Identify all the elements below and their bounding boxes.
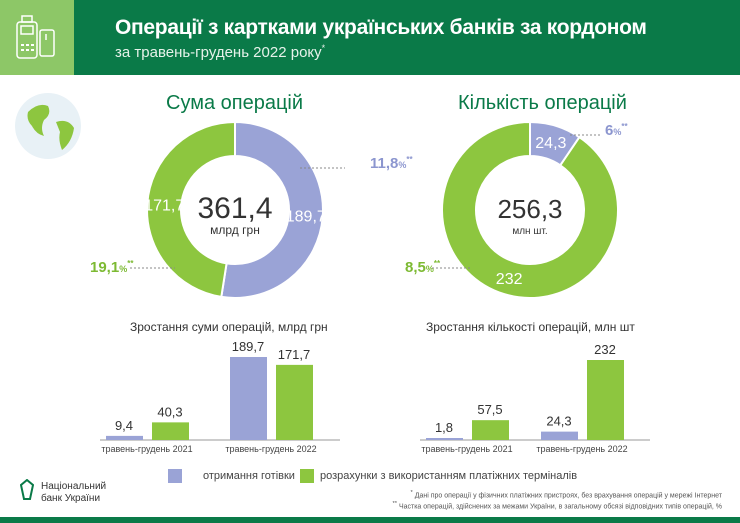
note-text: Частка операцій, здійснених за межами Ук… [398,503,722,511]
bar-cash [426,438,463,440]
logo-line1: Національний [41,481,107,492]
legend-swatch-cash [168,469,182,483]
note-mark: * [410,490,413,496]
x-tick-label: травень-грудень 2021 [421,444,512,454]
footnote-2: ** Частка операцій, здійснених за межами… [392,501,722,510]
bar-charts: 9,4 40,3 травень-грудень 2021 189,7 171,7 тра… [100,339,650,454]
donut-unit: млн шт. [512,226,547,237]
header-icon-panel [0,0,74,75]
donut-hole [183,158,287,262]
bar-value-label: 1,8 [435,420,453,435]
subtitle-text: за травень-грудень 2022 року [115,44,322,61]
bar-cash [106,435,143,440]
bar-chart-title-count: Зростання кількості операцій, млн шт [426,320,635,334]
share-value: 19,1%** [90,259,134,276]
nbu-logo-text: Національний банк України [41,481,106,505]
bar-terminals [152,422,189,440]
donut-segment-terminals [441,120,619,299]
share-value: 8,5%** [405,259,441,276]
segment-label: 232 [496,271,523,288]
bar-value-label: 57,5 [477,402,502,417]
donut-total: 256,3 [497,194,562,224]
nbu-logo-icon [20,479,34,500]
donut-segment-cash [220,120,324,299]
donut-total: 361,4 [197,192,272,225]
legend-label-cash: отримання готівки [203,470,295,482]
segment-label: 189,7 [286,209,326,226]
bar-value-label: 171,7 [278,347,311,362]
bar-cash [541,431,578,440]
logo-line2: банк України [41,493,101,504]
bar-terminals [472,420,509,440]
pos-terminal-card-icon [16,15,55,59]
donut-title-sum: Сума операцій [166,92,304,114]
bar-value-label: 232 [594,342,616,357]
header-bar [0,0,740,75]
legend-swatch-terminals [300,469,314,483]
donut-segment-terminals [146,120,236,299]
bar-terminals [276,364,313,440]
share-value: 11,8%** [370,155,414,172]
globe-icon [15,93,81,159]
bar-value-label: 9,4 [115,418,133,433]
x-tick-label: травень-грудень 2022 [536,444,627,454]
bar-value-label: 24,3 [546,414,571,429]
note-text: Дані про операції у фізичних платіжних п… [414,492,722,500]
x-tick-label: травень-грудень 2022 [225,444,316,454]
bar-chart-title-sum: Зростання суми операцій, млрд грн [130,320,328,334]
note-mark: ** [392,501,397,507]
bar-value-label: 189,7 [232,339,265,354]
legend-label-terminals: розрахунки з використанням платіжних тер… [320,470,578,482]
donut-title-count: Кількість операцій [458,92,627,114]
segment-label: 171,7 [144,197,184,214]
footer-bar [0,517,740,523]
bar-cash [230,357,267,440]
footnote-1: * Дані про операції у фізичних платіжних… [411,490,722,499]
segment-label: 24,3 [535,135,566,152]
donut-unit: млрд грн [210,223,260,237]
share-value: 6%** [605,122,628,139]
bar-value-label: 40,3 [157,404,182,419]
footnote-mark: * [321,43,326,53]
page-subtitle: за травень-грудень 2022 року* [115,43,325,61]
page-title: Операції з картками українських банків з… [115,16,647,39]
bar-terminals [587,360,624,440]
x-tick-label: травень-грудень 2021 [101,444,192,454]
donut-hole [478,158,582,262]
